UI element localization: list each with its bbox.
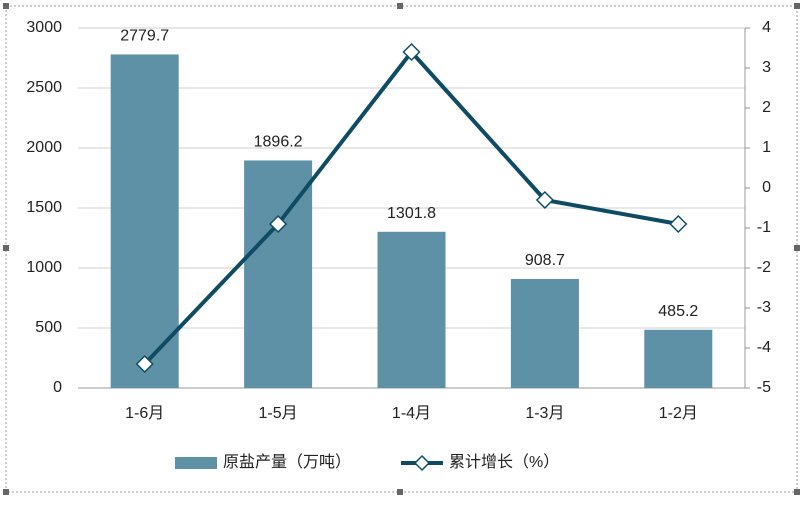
y-tick-label: 1500 bbox=[26, 199, 62, 216]
y2-tick-label: 3 bbox=[762, 59, 771, 76]
bar bbox=[244, 160, 313, 388]
y2-tick-label: 1 bbox=[762, 139, 771, 156]
y2-tick-label: -3 bbox=[757, 299, 771, 316]
y-tick-label: 500 bbox=[35, 319, 62, 336]
marker bbox=[269, 214, 288, 234]
value-label: 2779.7 bbox=[120, 28, 169, 45]
y2-tick-label: 4 bbox=[762, 19, 771, 36]
bar bbox=[644, 329, 713, 388]
frame-handles bbox=[3, 3, 800, 495]
value-label: 908.7 bbox=[525, 252, 565, 269]
y2-tick-label: -1 bbox=[757, 219, 771, 236]
y-tick-label: 2000 bbox=[26, 139, 62, 156]
y-tick-label: 3000 bbox=[26, 19, 62, 36]
value-label: 485.2 bbox=[658, 303, 698, 320]
x-tick-label: 1-5月 bbox=[259, 405, 298, 422]
y2-tick-label: -5 bbox=[757, 379, 771, 396]
value-label: 1896.2 bbox=[254, 134, 303, 151]
legend-marker bbox=[413, 454, 431, 472]
bar bbox=[110, 54, 179, 388]
value-label: 1301.8 bbox=[387, 205, 436, 222]
marker bbox=[402, 42, 421, 62]
marker bbox=[669, 214, 688, 234]
y-tick-label: 2500 bbox=[26, 79, 62, 96]
legend-label: 累计增长（%） bbox=[449, 453, 559, 471]
x-tick-label: 1-4月 bbox=[392, 405, 431, 422]
y-tick-label: 0 bbox=[53, 379, 62, 396]
legend-label: 原盐产量（万吨） bbox=[223, 453, 351, 471]
x-tick-label: 1-2月 bbox=[659, 405, 698, 422]
y-tick-label: 1000 bbox=[26, 259, 62, 276]
x-tick-label: 1-6月 bbox=[125, 405, 164, 422]
y2-tick-label: 0 bbox=[762, 179, 771, 196]
bar bbox=[377, 231, 446, 388]
bar bbox=[510, 278, 579, 388]
y2-tick-label: -4 bbox=[757, 339, 771, 356]
x-tick-label: 1-3月 bbox=[525, 405, 564, 422]
legend-swatch bbox=[175, 457, 217, 469]
y2-tick-label: -2 bbox=[757, 259, 771, 276]
marker bbox=[535, 190, 554, 210]
marker bbox=[135, 354, 154, 374]
y2-tick-label: 2 bbox=[762, 99, 771, 116]
